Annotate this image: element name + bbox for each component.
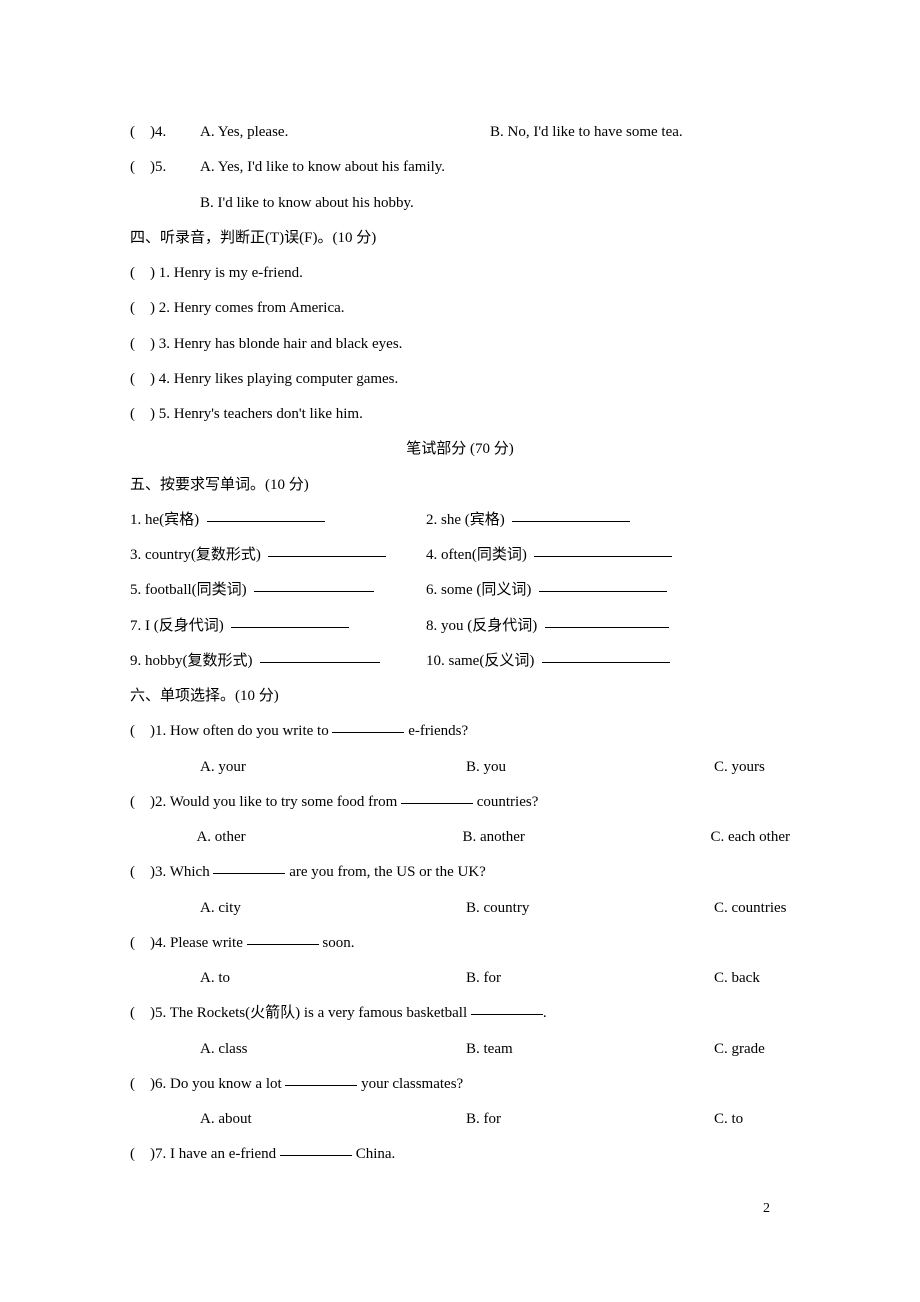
section4-title: 四、听录音，判断正(T)误(F)。(10 分)	[130, 221, 790, 256]
blank	[534, 543, 672, 558]
word-row: 1. he(宾格) 2. she (宾格)	[130, 503, 790, 538]
blank	[471, 1001, 543, 1016]
mc-question: ( )1. How often do you write to e-friend…	[130, 714, 790, 749]
written-header: 笔试部分 (70 分)	[130, 432, 790, 467]
word-right: 2. she (宾格)	[426, 503, 630, 538]
blank	[280, 1142, 352, 1157]
mc-question: ( )6. Do you know a lot your classmates?	[130, 1067, 790, 1102]
mc-options: A. classB. teamC. grade	[130, 1032, 790, 1067]
option-b: B. country	[466, 891, 714, 926]
blank	[231, 613, 349, 628]
blank	[539, 578, 667, 593]
mc-question: ( )7. I have an e-friend China.	[130, 1137, 790, 1172]
tf-item: ( ) 5. Henry's teachers don't like him.	[130, 397, 790, 432]
section6-title: 六、单项选择。(10 分)	[130, 679, 790, 714]
option-b: B. No, I'd like to have some tea.	[490, 115, 683, 150]
mc-options: A. otherB. anotherC. each other	[130, 820, 790, 855]
mc-options: A. aboutB. forC. to	[130, 1102, 790, 1137]
word-row: 7. I (反身代词) 8. you (反身代词)	[130, 609, 790, 644]
option-a: A. your	[200, 750, 466, 785]
q3-5b: B. I'd like to know about his hobby.	[130, 186, 790, 221]
blank	[285, 1071, 357, 1086]
word-row: 9. hobby(复数形式) 10. same(反义词)	[130, 644, 790, 679]
mc-options: A. yourB. youC. yours	[130, 750, 790, 785]
option-a: A. Yes, please.	[200, 115, 490, 150]
q3-4: ( )4. A. Yes, please. B. No, I'd like to…	[130, 115, 790, 150]
option-a: A. to	[200, 961, 466, 996]
blank	[247, 930, 319, 945]
section6-items: ( )1. How often do you write to e-friend…	[130, 714, 790, 1172]
tf-item: ( ) 4. Henry likes playing computer game…	[130, 362, 790, 397]
option-c: C. yours	[714, 750, 765, 785]
blank	[254, 578, 374, 593]
blank	[542, 648, 670, 663]
word-right: 4. often(同类词)	[426, 538, 672, 573]
option-b: B. you	[466, 750, 714, 785]
tf-item: ( ) 2. Henry comes from America.	[130, 291, 790, 326]
mc-question: ( )2. Would you like to try some food fr…	[130, 785, 790, 820]
section5-title: 五、按要求写单词。(10 分)	[130, 468, 790, 503]
option-c: C. each other	[710, 820, 790, 855]
option-b: B. I'd like to know about his hobby.	[200, 186, 414, 221]
section4-items: ( ) 1. Henry is my e-friend.( ) 2. Henry…	[130, 256, 790, 432]
blank	[213, 860, 285, 875]
blank	[401, 789, 473, 804]
word-left: 1. he(宾格)	[130, 503, 426, 538]
word-left: 3. country(复数形式)	[130, 538, 426, 573]
option-b: B. another	[462, 820, 710, 855]
option-c: C. grade	[714, 1032, 765, 1067]
mc-question: ( )5. The Rockets(火箭队) is a very famous …	[130, 996, 790, 1031]
q3-5: ( )5. A. Yes, I'd like to know about his…	[130, 150, 790, 185]
mc-options: A. toB. forC. back	[130, 961, 790, 996]
blank	[268, 543, 386, 558]
option-a: A. class	[200, 1032, 466, 1067]
page-number: 2	[130, 1193, 790, 1226]
word-row: 3. country(复数形式) 4. often(同类词)	[130, 538, 790, 573]
blank	[260, 648, 380, 663]
word-left: 9. hobby(复数形式)	[130, 644, 426, 679]
option-c: C. countries	[714, 891, 787, 926]
option-c: C. to	[714, 1102, 743, 1137]
option-a: A. other	[196, 820, 462, 855]
page: ( )4. A. Yes, please. B. No, I'd like to…	[0, 0, 920, 1265]
option-b: B. for	[466, 1102, 714, 1137]
tf-item: ( ) 1. Henry is my e-friend.	[130, 256, 790, 291]
word-left: 7. I (反身代词)	[130, 609, 426, 644]
q-number: ( )4.	[130, 115, 200, 150]
word-right: 8. you (反身代词)	[426, 609, 669, 644]
word-row: 5. football(同类词) 6. some (同义词)	[130, 573, 790, 608]
word-right: 10. same(反义词)	[426, 644, 670, 679]
blank	[545, 613, 669, 628]
option-c: C. back	[714, 961, 760, 996]
mc-question: ( )4. Please write soon.	[130, 926, 790, 961]
mc-question: ( )3. Which are you from, the US or the …	[130, 855, 790, 890]
option-a: A. city	[200, 891, 466, 926]
blank	[207, 507, 325, 522]
word-right: 6. some (同义词)	[426, 573, 667, 608]
word-left: 5. football(同类词)	[130, 573, 426, 608]
mc-options: A. cityB. countryC. countries	[130, 891, 790, 926]
option-a: A. about	[200, 1102, 466, 1137]
blank	[332, 719, 404, 734]
blank	[512, 507, 630, 522]
option-b: B. team	[466, 1032, 714, 1067]
option-b: B. for	[466, 961, 714, 996]
q-number: ( )5.	[130, 150, 200, 185]
section5-items: 1. he(宾格) 2. she (宾格) 3. country(复数形式) 4…	[130, 503, 790, 679]
option-a: A. Yes, I'd like to know about his famil…	[200, 150, 445, 185]
tf-item: ( ) 3. Henry has blonde hair and black e…	[130, 327, 790, 362]
